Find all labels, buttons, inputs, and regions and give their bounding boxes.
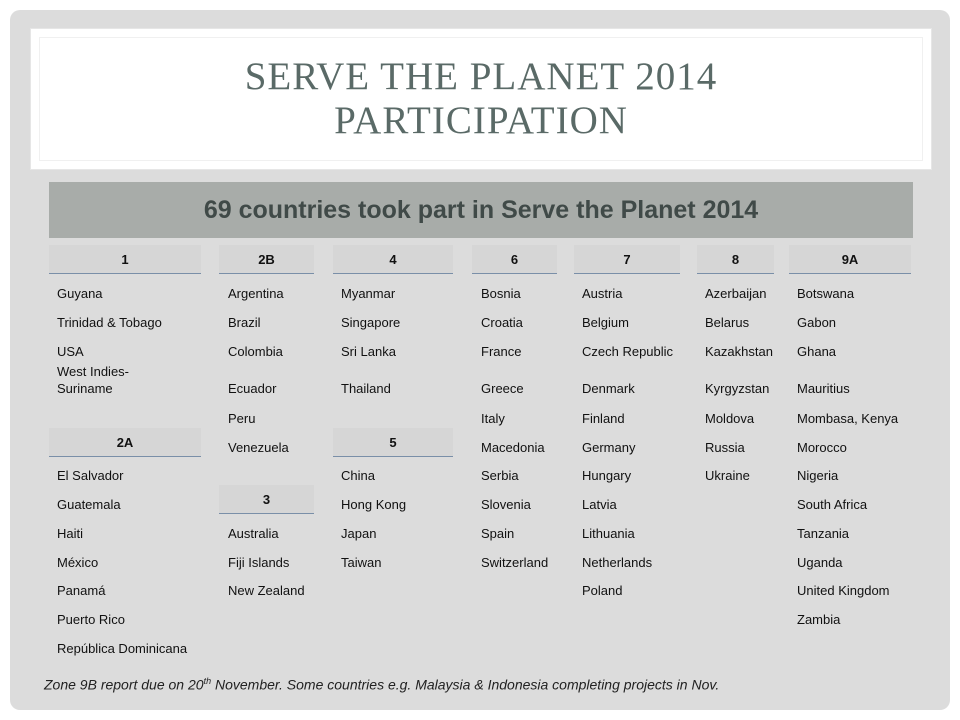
country-cell: Mombasa, Kenya — [797, 411, 899, 426]
country-cell: Croatia — [481, 315, 523, 330]
country-cell: Kyrgyzstan — [705, 381, 770, 396]
footnote-text-end: November. Some countries e.g. Malaysia &… — [211, 676, 720, 693]
country-cell: Mauritius — [797, 381, 850, 396]
country-cell: Fiji Islands — [228, 555, 290, 570]
footnote-text-start: Zone 9B report due on 20 — [44, 676, 204, 693]
zone-header-3: 3 — [219, 485, 314, 514]
country-cell: Myanmar — [341, 286, 396, 301]
country-cell: Moldova — [705, 411, 755, 426]
country-cell: Azerbaijan — [705, 286, 767, 301]
zone-header-2b: 2B — [219, 245, 314, 274]
country-cell: United Kingdom — [797, 583, 890, 598]
country-cell: France — [481, 344, 522, 359]
footnote-superscript: th — [203, 676, 212, 686]
country-cell: Sri Lanka — [341, 344, 396, 359]
country-cell: República Dominicana — [57, 641, 188, 656]
country-cell: Ghana — [797, 344, 837, 359]
country-cell: Belgium — [582, 315, 629, 330]
country-cell: Lithuania — [582, 526, 635, 541]
country-cell: Ecuador — [228, 381, 277, 396]
zone-header-4: 4 — [333, 245, 453, 274]
country-cell: Suriname — [57, 381, 113, 396]
country-cell: Australia — [228, 526, 279, 541]
country-cell: Macedonia — [481, 440, 545, 455]
zone-header-9a: 9A — [789, 245, 911, 274]
footnote: Zone 9B report due on 20th November. Som… — [44, 676, 719, 693]
country-cell: Ukraine — [705, 468, 750, 483]
banner-text: 69 countries took part in Serve the Plan… — [203, 195, 759, 224]
country-cell: New Zealand — [228, 583, 305, 598]
country-cell: Venezuela — [228, 440, 289, 455]
country-cell: Haiti — [57, 526, 84, 541]
zone-header-6: 6 — [472, 245, 557, 274]
country-cell: Taiwan — [341, 555, 382, 570]
country-cell: Greece — [481, 381, 524, 396]
title-frame: SERVE THE PLANET 2014 PARTICIPATION — [39, 37, 923, 161]
zone-header-2a: 2A — [49, 428, 201, 457]
country-cell: Colombia — [228, 344, 283, 359]
title-line-1: SERVE THE PLANET 2014 — [244, 55, 718, 98]
country-cell: Japan — [341, 526, 377, 541]
country-cell: Botswana — [797, 286, 855, 301]
country-cell: South Africa — [797, 497, 868, 512]
country-cell: Tanzania — [797, 526, 850, 541]
country-cell: Spain — [481, 526, 515, 541]
country-cell: Germany — [582, 440, 636, 455]
country-cell: Italy — [481, 411, 505, 426]
country-cell: Morocco — [797, 440, 847, 455]
country-cell: USA — [57, 344, 84, 359]
country-cell: Slovenia — [481, 497, 531, 512]
country-cell: Peru — [228, 411, 256, 426]
country-cell: Hong Kong — [341, 497, 407, 512]
zone-header-5: 5 — [333, 428, 453, 457]
country-cell: Guatemala — [57, 497, 121, 512]
country-cell: Guyana — [57, 286, 103, 301]
zone-header-1: 1 — [49, 245, 201, 274]
country-cell: Singapore — [341, 315, 401, 330]
country-cell: El Salvador — [57, 468, 124, 483]
country-cell: Poland — [582, 583, 623, 598]
country-cell: Hungary — [582, 468, 632, 483]
summary-banner: 69 countries took part in Serve the Plan… — [49, 182, 913, 238]
country-cell: Zambia — [797, 612, 841, 627]
title-line-2: PARTICIPATION — [334, 99, 628, 142]
country-cell: Kazakhstan — [705, 344, 773, 359]
country-cell: Czech Republic — [582, 344, 674, 359]
country-cell: West Indies- — [57, 364, 130, 379]
country-cell: Brazil — [228, 315, 261, 330]
country-cell: Belarus — [705, 315, 750, 330]
country-cell: Gabon — [797, 315, 837, 330]
country-cell: Switzerland — [481, 555, 549, 570]
country-cell: Latvia — [582, 497, 617, 512]
country-cell: Uganda — [797, 555, 843, 570]
country-cell: Panamá — [57, 583, 106, 598]
country-cell: México — [57, 555, 99, 570]
country-cell: Puerto Rico — [57, 612, 125, 627]
country-cell: Denmark — [582, 381, 635, 396]
country-cell: Finland — [582, 411, 625, 426]
country-cell: Trinidad & Tobago — [57, 315, 162, 330]
zone-header-7: 7 — [574, 245, 680, 274]
zone-header-8: 8 — [697, 245, 774, 274]
country-cell: China — [341, 468, 375, 483]
country-cell: Nigeria — [797, 468, 839, 483]
country-cell: Thailand — [341, 381, 391, 396]
country-cell: Argentina — [228, 286, 284, 301]
country-cell: Russia — [705, 440, 745, 455]
country-cell: Netherlands — [582, 555, 653, 570]
country-cell: Bosnia — [481, 286, 521, 301]
country-cell: Austria — [582, 286, 623, 301]
title-box: SERVE THE PLANET 2014 PARTICIPATION — [30, 28, 932, 170]
country-cell: Serbia — [481, 468, 519, 483]
